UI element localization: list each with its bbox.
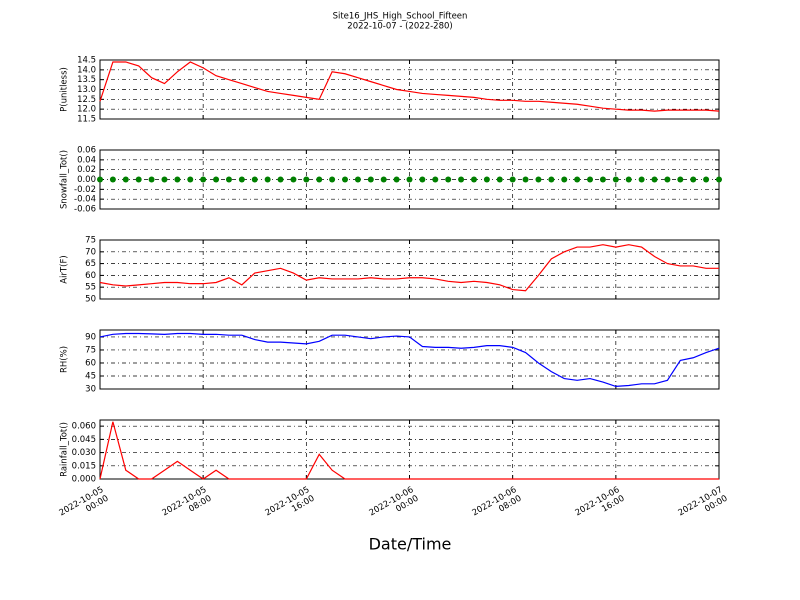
data-point <box>316 176 323 183</box>
data-line <box>99 244 719 292</box>
data-point <box>290 176 297 183</box>
data-point <box>483 176 490 183</box>
data-point <box>213 176 220 183</box>
y-tick-label: 0.04 <box>77 155 96 165</box>
x-axis-label: Date/Time <box>369 535 452 554</box>
data-point <box>342 176 349 183</box>
data-line <box>99 332 720 388</box>
chart-subtitle: 2022-10-07 - (2022-280) <box>347 22 452 32</box>
data-point <box>664 176 671 183</box>
y-tick-label: 50 <box>85 295 96 305</box>
data-point <box>122 176 129 183</box>
data-point <box>612 176 619 183</box>
chart-title: Site16_JHS_High_School_Fifteen <box>333 12 468 22</box>
data-point <box>148 176 155 183</box>
data-point <box>432 176 439 183</box>
data-point <box>109 176 116 183</box>
data-point <box>458 176 465 183</box>
y-tick-label: 75 <box>85 345 96 355</box>
data-point <box>690 176 697 183</box>
data-point <box>406 176 413 183</box>
y-tick-label: 90 <box>85 332 96 342</box>
data-point <box>599 176 606 183</box>
data-point <box>354 176 361 183</box>
y-tick-label: 14.5 <box>77 56 96 66</box>
data-point <box>638 176 645 183</box>
data-point <box>535 176 542 183</box>
data-point <box>303 176 310 183</box>
data-point <box>264 176 271 183</box>
y-tick-label: 65 <box>85 259 96 269</box>
y-tick-label: 14.0 <box>77 65 96 75</box>
data-point <box>225 176 232 183</box>
y-tick-label: -0.06 <box>74 205 96 215</box>
y-tick-label: 0.06 <box>77 146 96 156</box>
y-tick-label: 70 <box>85 247 96 257</box>
y-tick-label: 75 <box>85 236 96 246</box>
y-tick-label: 0.015 <box>72 461 96 471</box>
data-point <box>470 176 477 183</box>
data-point <box>174 176 181 183</box>
y-tick-label: 11.5 <box>77 115 96 125</box>
y-axis-label: Rainfall_Tot() <box>60 422 70 477</box>
data-point <box>716 176 722 183</box>
data-point <box>161 176 168 183</box>
y-tick-label: 0.00 <box>77 175 96 185</box>
data-point <box>587 176 594 183</box>
data-point <box>703 176 710 183</box>
y-tick-label: 0.030 <box>72 448 96 458</box>
data-point <box>522 176 529 183</box>
y-tick-label: 0.045 <box>72 435 96 445</box>
y-tick-label: -0.04 <box>74 195 96 205</box>
y-tick-label: 55 <box>85 283 96 293</box>
y-axis-label: AirT(F) <box>60 255 70 283</box>
data-point <box>445 176 452 183</box>
data-point <box>561 176 568 183</box>
data-point <box>548 176 555 183</box>
data-point <box>574 176 581 183</box>
y-tick-label: 0.060 <box>72 422 96 432</box>
data-point <box>677 176 684 183</box>
data-point <box>135 176 142 183</box>
y-tick-label: 0.000 <box>72 475 96 485</box>
data-point <box>367 176 374 183</box>
data-point <box>238 176 245 183</box>
y-tick-label: 13.5 <box>77 75 96 85</box>
y-tick-label: 60 <box>85 271 96 281</box>
data-point <box>419 176 426 183</box>
data-line <box>99 421 719 480</box>
y-axis-label: Snowfall_Tot() <box>60 150 70 209</box>
y-tick-label: 13.0 <box>77 85 96 95</box>
data-point <box>277 176 284 183</box>
data-point <box>496 176 503 183</box>
data-point <box>393 176 400 183</box>
data-point <box>329 176 336 183</box>
data-point <box>200 176 207 183</box>
y-tick-label: 12.0 <box>77 105 96 115</box>
y-tick-label: 60 <box>85 358 96 368</box>
y-tick-label: 0.02 <box>77 165 96 175</box>
data-point <box>380 176 387 183</box>
data-point <box>625 176 632 183</box>
y-tick-label: 30 <box>85 385 96 395</box>
data-point <box>651 176 658 183</box>
data-point <box>251 176 258 183</box>
y-tick-label: -0.02 <box>74 185 96 195</box>
y-axis-label: RH(%) <box>60 346 70 373</box>
y-tick-label: 12.5 <box>77 95 96 105</box>
y-tick-label: 45 <box>85 371 96 381</box>
data-point <box>187 176 194 183</box>
y-axis-label: P(unitless) <box>60 67 70 112</box>
data-point <box>509 176 516 183</box>
data-line <box>99 61 720 112</box>
data-point <box>97 176 103 183</box>
